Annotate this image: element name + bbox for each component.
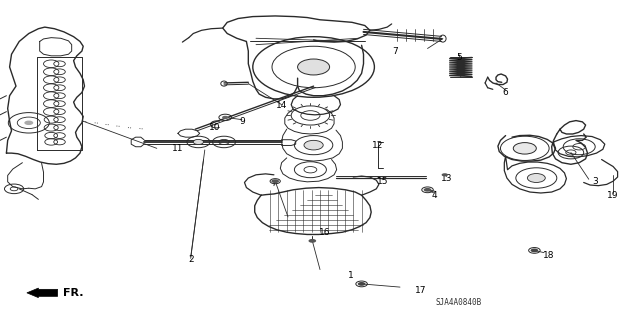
Text: 13: 13 bbox=[441, 174, 452, 183]
Text: 19: 19 bbox=[607, 191, 619, 200]
Circle shape bbox=[222, 116, 228, 119]
Text: 12: 12 bbox=[372, 141, 383, 150]
Circle shape bbox=[358, 282, 365, 286]
Text: 1: 1 bbox=[348, 271, 353, 280]
Circle shape bbox=[298, 59, 330, 75]
Circle shape bbox=[424, 188, 431, 192]
FancyArrow shape bbox=[27, 288, 58, 298]
Circle shape bbox=[531, 249, 538, 252]
Text: 6: 6 bbox=[503, 88, 508, 97]
Text: 5: 5 bbox=[457, 53, 462, 62]
Circle shape bbox=[304, 140, 323, 150]
Text: 10: 10 bbox=[209, 123, 220, 132]
Circle shape bbox=[513, 143, 536, 154]
Text: 14: 14 bbox=[276, 101, 287, 110]
Text: 3: 3 bbox=[593, 177, 598, 186]
Text: 7: 7 bbox=[393, 47, 398, 56]
Text: 11: 11 bbox=[172, 144, 184, 153]
Circle shape bbox=[308, 239, 316, 243]
Circle shape bbox=[24, 121, 33, 125]
Text: 17: 17 bbox=[415, 286, 427, 295]
Circle shape bbox=[527, 174, 545, 182]
Text: 2: 2 bbox=[188, 256, 193, 264]
Text: 4: 4 bbox=[431, 191, 436, 200]
Text: SJA4A0840B: SJA4A0840B bbox=[435, 298, 481, 307]
Circle shape bbox=[193, 139, 204, 145]
Text: FR.: FR. bbox=[63, 288, 83, 298]
Text: 18: 18 bbox=[543, 251, 555, 260]
Text: 15: 15 bbox=[377, 177, 388, 186]
Circle shape bbox=[271, 179, 279, 183]
Circle shape bbox=[442, 173, 448, 176]
Text: 16: 16 bbox=[319, 228, 331, 237]
Text: 9: 9 bbox=[239, 117, 244, 126]
